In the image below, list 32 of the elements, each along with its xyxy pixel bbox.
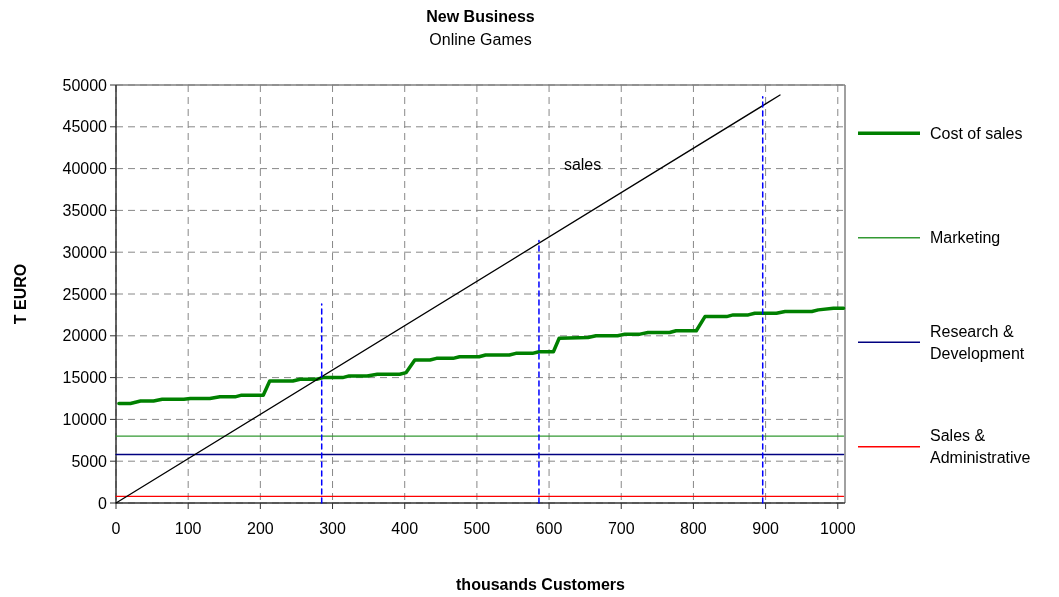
annotation: sales bbox=[563, 156, 602, 174]
x-tick-label: 900 bbox=[752, 520, 780, 537]
x-tick-label: 200 bbox=[247, 520, 274, 537]
y-tick-label: 45000 bbox=[62, 118, 108, 136]
x-tick-label: 1000 bbox=[819, 520, 856, 537]
x-tick-label: 800 bbox=[680, 520, 707, 537]
x-tick-label: 0 bbox=[111, 520, 121, 537]
x-tick-label: 400 bbox=[391, 520, 419, 537]
chart-subtitle: Online Games bbox=[429, 31, 532, 48]
y-tick-label: 30000 bbox=[62, 243, 108, 261]
y-tick-label: 25000 bbox=[62, 285, 108, 303]
y-tick-label: 40000 bbox=[62, 160, 108, 178]
x-tick-label: 600 bbox=[535, 520, 563, 537]
legend-label: Research & Development bbox=[930, 322, 1025, 362]
x-tick-label: 500 bbox=[463, 520, 491, 537]
chart-title: New Business bbox=[426, 8, 535, 25]
y-axis-title: T EURO bbox=[12, 263, 29, 325]
x-tick-label: 300 bbox=[319, 520, 346, 537]
legend-label: Marketing bbox=[930, 229, 1001, 247]
x-tick-label: 100 bbox=[174, 520, 202, 537]
legend-label: Cost of sales bbox=[930, 124, 1023, 142]
line-series bbox=[117, 306, 846, 406]
y-tick-label: 10000 bbox=[62, 411, 108, 428]
y-tick-label: 50000 bbox=[62, 76, 108, 94]
y-tick-label: 35000 bbox=[62, 202, 108, 219]
y-tick-label: 0 bbox=[98, 494, 108, 512]
x-axis-title: thousands Customers bbox=[456, 576, 626, 593]
x-tick-label: 700 bbox=[607, 520, 635, 537]
y-tick-label: 5000 bbox=[71, 452, 108, 470]
y-tick-label: 20000 bbox=[62, 327, 108, 345]
y-tick-label: 15000 bbox=[62, 369, 108, 387]
legend-label: Sales & Administrative bbox=[930, 427, 1031, 467]
